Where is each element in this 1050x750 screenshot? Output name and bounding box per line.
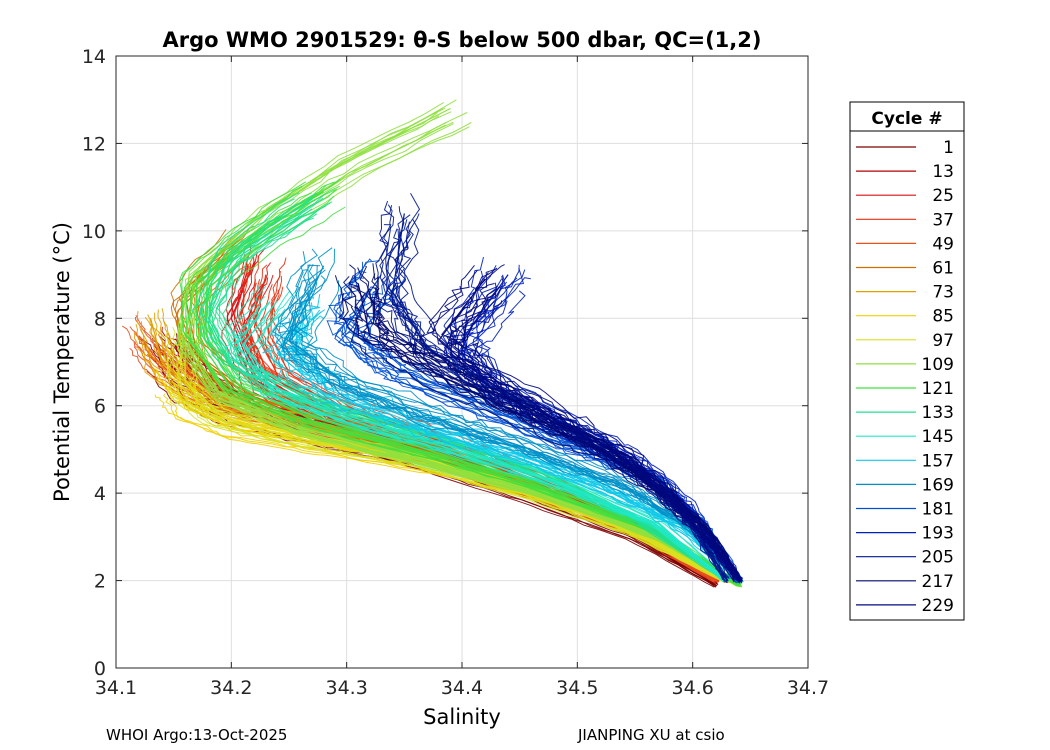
series-145	[225, 281, 731, 583]
x-tick-label: 34.6	[672, 677, 714, 699]
legend-entry-label: 73	[932, 283, 954, 303]
series-line	[178, 181, 737, 585]
x-tick-label: 34.2	[210, 677, 252, 699]
x-tick-label: 34.7	[787, 677, 829, 699]
legend-box	[849, 101, 965, 621]
series-line	[209, 206, 742, 588]
legend-entry-label: 37	[932, 210, 954, 230]
legend-entry-label: 217	[922, 572, 954, 592]
series-line	[476, 264, 743, 579]
y-tick-label: 14	[82, 46, 106, 68]
series-line	[359, 265, 739, 579]
legend-entry-label: 229	[922, 596, 954, 616]
series-line	[283, 263, 739, 581]
series-line	[449, 267, 743, 582]
legend-entry-label: 85	[932, 307, 954, 327]
x-tick-label: 34.1	[95, 677, 137, 699]
y-tick-label: 4	[94, 483, 106, 505]
series-line	[167, 351, 726, 582]
series-line	[193, 358, 730, 584]
legend-entry-label: 145	[922, 427, 954, 447]
series-line	[357, 267, 740, 580]
x-axis-label: Salinity	[423, 705, 501, 729]
y-tick-label: 8	[94, 308, 106, 330]
legend-entry-label: 193	[922, 524, 954, 544]
series-line	[419, 286, 735, 583]
series-line	[372, 263, 743, 581]
y-tick-label: 2	[94, 571, 106, 593]
plot-area: 34.1 34.2 34.3 34.4 34.5 34.6 34.7 0 2 4 6 8 10 12 14	[82, 46, 829, 699]
legend-entry-label: 205	[922, 548, 954, 568]
series-profile	[242, 300, 728, 582]
series-line	[226, 312, 725, 583]
series-line	[178, 112, 737, 586]
legend-entry-label: 157	[922, 451, 954, 471]
x-tick-label: 34.4	[441, 677, 483, 699]
series-line	[360, 285, 741, 584]
data-layer	[121, 99, 744, 588]
legend-entry-label: 121	[922, 379, 954, 399]
y-tick-label: 6	[94, 396, 106, 418]
series-229	[419, 264, 744, 584]
x-tick-label: 34.5	[556, 677, 598, 699]
series-line	[245, 313, 729, 583]
footer-left: WHOI Argo:13-Oct-2025	[106, 726, 288, 744]
series-line	[277, 316, 739, 583]
legend-title: Cycle #	[871, 109, 942, 129]
series-line	[295, 311, 744, 581]
legend-entry-label: 13	[932, 162, 954, 182]
y-tick-label: 0	[94, 658, 106, 680]
legend-entry-label: 169	[922, 475, 954, 495]
legend-entry-label: 61	[932, 259, 954, 279]
legend-entry-label: 133	[922, 403, 954, 423]
chart-title: Argo WMO 2901529: θ-S below 500 dbar, QC…	[163, 28, 762, 52]
y-tick-label: 10	[82, 221, 106, 243]
legend-entry-label: 97	[932, 331, 954, 351]
series-profile	[438, 278, 740, 581]
y-axis-label: Potential Temperature (°C)	[50, 222, 74, 502]
legend-entry-label: 25	[932, 186, 954, 206]
series-line	[177, 346, 727, 582]
legend-entry-label: 109	[922, 355, 954, 375]
legend-entry-label: 1	[943, 138, 954, 158]
series-profile	[196, 190, 740, 586]
series-line	[248, 308, 728, 582]
legend-entry-label: 181	[922, 500, 954, 520]
footer-right: JIANPING XU at csio	[578, 726, 725, 744]
x-tick-label: 34.3	[326, 677, 368, 699]
legend-entry-label: 49	[932, 234, 954, 254]
series-line	[443, 293, 741, 581]
series-line	[189, 350, 728, 582]
axes-frame	[115, 55, 809, 669]
y-tick-label: 12	[82, 133, 106, 155]
series-line	[275, 264, 738, 583]
legend: Cycle #1 13 25 37 49 61 73 85 97 109 121 133 145 157 1…	[849, 101, 965, 621]
series-line	[256, 290, 730, 580]
